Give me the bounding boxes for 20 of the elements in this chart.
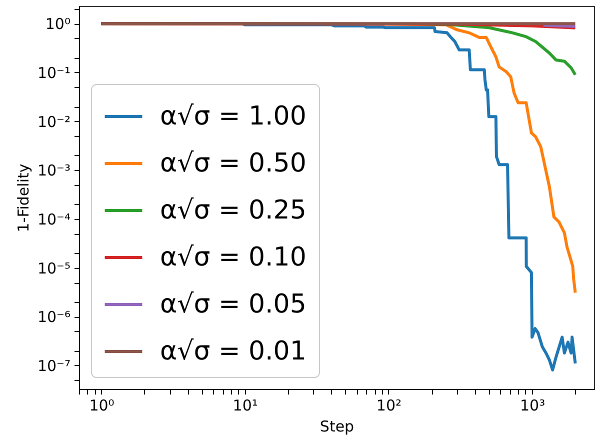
x-axis-title: Step [320, 418, 354, 436]
y-tick-label: 10⁻⁵ [37, 259, 70, 278]
y-tick-label: 10⁻⁴ [37, 210, 70, 228]
y-axis-title: 1-Fidelity [14, 164, 32, 232]
legend-label: α√σ = 1.00 [160, 102, 306, 132]
y-tick-label: 10⁻⁶ [37, 308, 70, 326]
y-tick-label: 10⁻³ [37, 162, 70, 180]
y-tick-label: 10⁻⁷ [37, 356, 70, 375]
y-tick-label: 10⁻² [37, 112, 70, 131]
y-tick-label: 10⁻¹ [37, 64, 70, 82]
legend-label: α√σ = 0.50 [160, 148, 306, 178]
legend-label: α√σ = 0.25 [160, 196, 306, 226]
legend-label: α√σ = 0.01 [160, 336, 306, 366]
legend-label: α√σ = 0.10 [160, 242, 306, 272]
legend-label: α√σ = 0.05 [160, 290, 306, 320]
x-tick-label: 10¹ [232, 396, 258, 414]
y-tick-label: 10⁰ [45, 15, 70, 34]
x-tick-label: 10⁰ [89, 396, 114, 414]
x-tick-label: 10² [376, 396, 402, 414]
x-tick-label: 10³ [520, 396, 546, 414]
